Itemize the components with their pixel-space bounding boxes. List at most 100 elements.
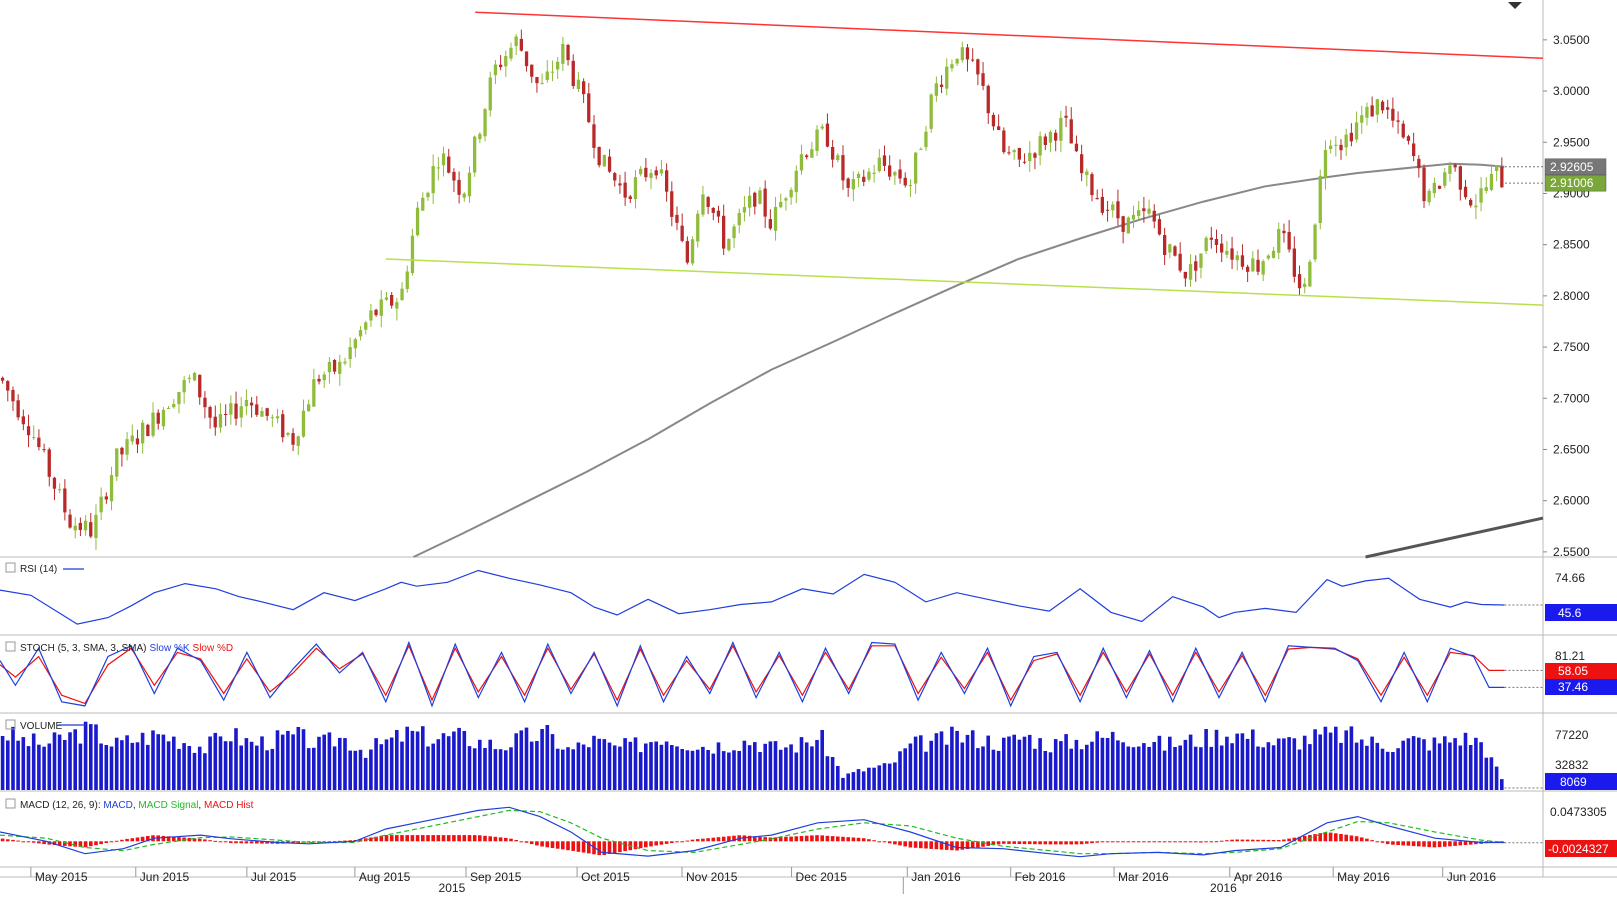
candle-body [753,192,757,207]
price-badge [1544,158,1607,176]
macd-hist-bar [929,841,933,849]
macd-hist-bar [529,841,534,845]
candle-body [421,197,425,211]
candle-body [1417,158,1421,169]
scroll-down-marker[interactable] [1508,2,1522,9]
macd-hist-bar [1297,836,1302,842]
macd-hist-bar [1188,841,1193,843]
trendline-resistance [475,11,1544,60]
volume-bar [602,739,607,790]
volume-bar [1261,747,1265,790]
macd-hist-bar [312,841,316,843]
volume-bar [758,752,762,790]
candle-body [991,114,996,127]
volume-bar [1432,737,1437,790]
candle-body [597,146,601,166]
candle-body [706,197,710,207]
rsi-last-badge [1545,604,1617,621]
volume-bar [472,748,477,790]
candle-body [488,77,492,111]
candle-body [426,192,430,198]
volume-bar [327,732,332,790]
macd-hist-bar [576,841,581,852]
candle-body [799,154,804,171]
volume-bar [612,745,617,790]
volume-bar [934,733,939,790]
volume-bar [1038,738,1042,790]
macd-hist-bar [332,841,337,843]
macd-hist-bar [1500,841,1504,843]
candle-body [582,81,586,95]
macd-hist-bar [991,841,996,846]
candle-body [976,59,980,75]
candle-body [249,402,254,406]
candle-body [773,207,778,231]
macd-hist-bar [924,841,928,849]
macd-hist-bar [1271,840,1276,842]
month-label: May 2015 [35,870,88,884]
volume-bar [1007,736,1011,790]
candle-body [1303,283,1307,287]
candle-body [255,404,259,415]
volume-bar [1053,739,1058,790]
candle-body [99,496,103,513]
macd-hist-bar [571,841,575,851]
candle-body [1412,143,1416,156]
price-panel: 3.05003.00002.95002.90002.85002.80002.75… [0,2,1607,559]
macd-hist-bar [799,836,804,842]
candle-body [1105,209,1110,211]
macd-hist-bar [519,841,524,843]
candle-body [602,154,606,167]
candle-body [1147,208,1151,214]
candle-body [296,436,300,446]
volume-bar [348,750,352,790]
stoch-k-value: 37.46 [1558,680,1588,694]
stoch-d-line [0,644,1505,705]
macd-hist-bar [960,841,965,850]
month-label: Jun 2016 [1447,870,1497,884]
candle-body [270,417,274,419]
candle-body [670,191,674,217]
candle-body [83,520,88,531]
volume-bar [561,749,565,790]
volume-bar [488,739,492,790]
macd-hist-bar [1427,841,1431,848]
candle-body [265,408,269,416]
volume-bar [773,741,778,790]
candle-body [291,433,295,445]
volume-bar [457,727,461,790]
macd-hist-bar [229,841,233,844]
volume-bar [939,731,944,790]
rsi-tick-label: 74.66 [1555,571,1585,585]
macd-hist-bar [78,841,83,848]
volume-bar [887,763,892,790]
volume-bar [524,727,529,790]
volume-bar [332,746,337,790]
volume-bar [841,777,845,790]
volume-bar [815,740,819,790]
volume-bar [11,726,15,790]
candle-body [545,71,549,80]
volume-bar [867,767,871,790]
year-label: 2015 [439,881,466,894]
candle-body [696,213,700,242]
volume-bar [270,748,275,790]
macd-hist-bar [1064,841,1068,845]
macd-hist-bar [249,841,254,844]
volume-bar [1359,739,1364,790]
candle-body [1137,210,1141,216]
candle-body [893,172,897,176]
volume-bar [478,739,482,790]
candle-body [1308,261,1312,287]
macd-hist-bar [851,837,856,842]
volume-bar [991,749,996,790]
macd-hist-bar [493,836,498,842]
macd-hist-bar [1147,841,1151,843]
volume-bar [120,740,124,790]
moving-average-200 [413,162,1505,558]
macd-hist-bar [1193,841,1198,843]
macd-hist-bar [607,841,612,854]
candle-body [275,416,280,419]
volume-bar [369,749,373,790]
volume-bar [753,742,757,790]
